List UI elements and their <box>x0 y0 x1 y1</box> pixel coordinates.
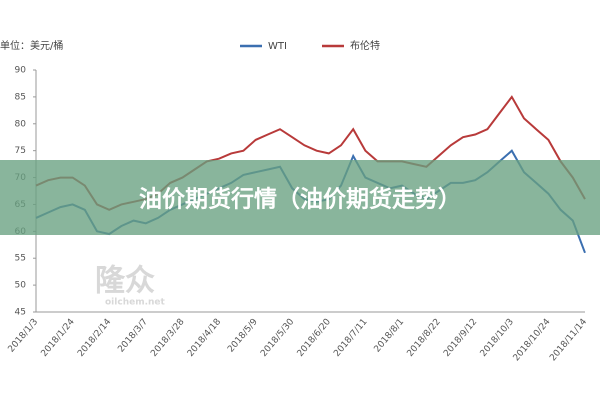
x-tick-label: 2018/10/24 <box>512 317 553 363</box>
x-tick-label: 2018/1/3 <box>7 317 41 354</box>
x-tick-label: 2018/6/20 <box>296 317 333 359</box>
banner-text: 油价期货行情（油价期货走势） <box>139 186 461 213</box>
x-tick-label: 2018/5/30 <box>259 317 296 359</box>
x-tick-label: 2018/2/14 <box>76 317 113 359</box>
x-tick-label: 2018/3/7 <box>116 317 150 354</box>
y-tick-label: 50 <box>15 281 27 291</box>
y-tick-label: 85 <box>15 92 26 102</box>
unit-label: 单位：美元/桶 <box>0 39 63 52</box>
x-tick-label: 2018/11/14 <box>548 317 589 363</box>
y-tick-label: 90 <box>15 66 27 76</box>
y-tick-label: 75 <box>15 146 26 156</box>
banner <box>0 160 600 235</box>
y-tick-label: 80 <box>15 119 27 129</box>
x-tick-label: 2018/1/24 <box>39 317 76 359</box>
y-tick-label: 55 <box>15 254 26 264</box>
legend-label: 布伦特 <box>350 39 380 52</box>
x-tick-label: 2018/7/11 <box>332 317 369 359</box>
watermark: 隆众 <box>95 264 155 299</box>
x-tick-label: 2018/9/12 <box>442 317 479 359</box>
x-tick-label: 2018/3/28 <box>149 317 186 359</box>
y-tick-label: 45 <box>15 308 26 318</box>
watermark: oilchem.net <box>105 298 166 308</box>
x-tick-label: 2018/5/9 <box>226 317 260 355</box>
x-tick-label: 2018/10/3 <box>479 317 516 359</box>
legend-label: WTI <box>268 41 287 52</box>
x-tick-label: 2018/8/22 <box>405 317 442 359</box>
x-tick-label: 2018/4/18 <box>186 317 223 359</box>
x-tick-label: 2018/8/1 <box>373 317 407 354</box>
